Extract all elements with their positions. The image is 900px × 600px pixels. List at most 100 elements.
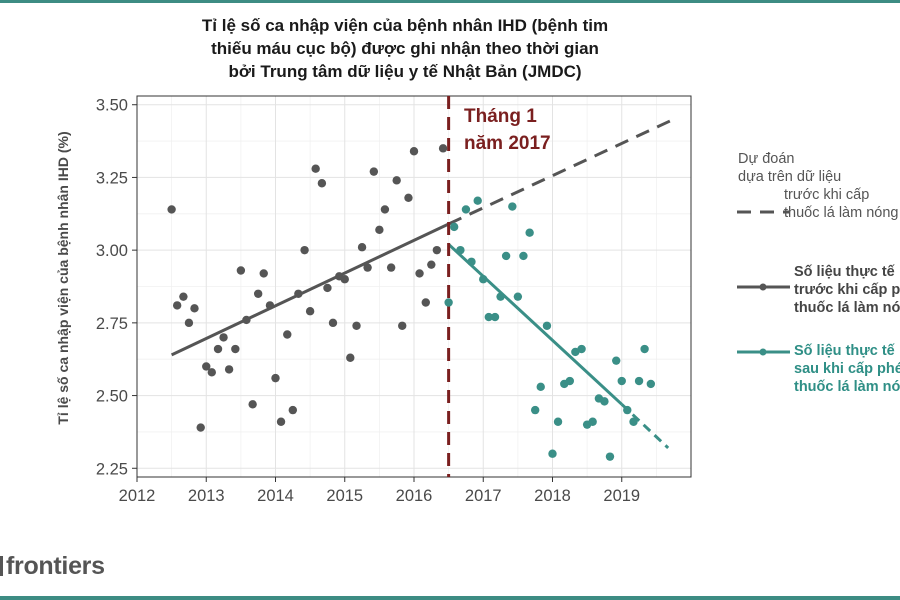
legend-actual-before-line-2: trước khi cấp phép [794,282,900,298]
after-point [461,205,471,214]
before-point [184,318,194,328]
before-point [328,318,338,328]
after-point [542,321,552,330]
after-point [600,397,609,406]
legend-predicted-line-1: Dự đoán [738,151,795,167]
after-point [548,449,557,458]
legend-actual-after: Số liệu thực tế sau khi cấp phép thuốc l… [738,342,900,396]
before-point [276,417,286,426]
before-point [421,298,430,307]
after-point [449,222,459,232]
after-point [467,257,476,266]
before-point [265,301,275,310]
trend-after-line [447,243,623,406]
x-tick-label: 2017 [465,487,502,505]
before-point [294,289,303,298]
before-point [392,176,401,185]
x-tick-label: 2012 [119,487,156,505]
after-point [629,417,638,426]
before-point [242,315,251,325]
x-tick-label: 2018 [534,487,571,505]
before-point [305,307,315,316]
before-point [323,283,332,293]
before-point [404,193,413,202]
legend-key-actual-before-point [759,283,767,291]
after-point [501,251,511,261]
after-point [577,344,586,354]
y-tick-label: 3.50 [96,97,128,115]
before-point [409,147,419,156]
before-point [380,205,390,214]
chart-title-line-3: bởi Trung tâm dữ liệu y tế Nhật Bản (JMD… [228,62,582,81]
before-point [207,368,216,377]
before-point [311,164,320,173]
chart-title: Tỉ lệ số ca nhập viện của bệnh nhân IHD … [145,14,665,83]
legend-predicted-line-2: dựa trên dữ liệu [738,169,842,185]
y-tick-label: 2.25 [96,460,128,478]
after-point [623,405,632,415]
after-point [565,376,575,386]
before-point [300,245,309,255]
after-point [525,228,534,237]
chart-title-line-2: thiếu máu cục bộ) được ghi nhận theo thờ… [211,39,599,58]
data-marks [167,96,675,477]
before-point [179,292,188,301]
chart-title-line-1: Tỉ lệ số ca nhập viện của bệnh nhân IHD … [201,16,609,35]
trend-after-extension-line [620,403,670,450]
legend-actual-before: Số liệu thực tế trước khi cấp phép thuốc… [738,263,900,317]
legend-predicted-line-4: thuốc lá làm nóng [784,205,899,221]
after-point [496,292,505,301]
after-point [519,251,528,261]
before-point [231,344,240,354]
y-tick-label: 3.25 [96,169,128,187]
bottom-accent-rule [0,596,900,600]
legend-actual-after-line-2: sau khi cấp phép [794,361,900,377]
intervention-label-line-1: Tháng 1 [464,106,537,127]
legend-actual-before-line-3: thuốc lá làm nóng [794,300,900,316]
before-point [224,365,234,374]
after-point [508,202,517,211]
trend-predicted-line [447,117,675,226]
before-point [432,245,442,255]
after-point [513,292,523,301]
before-point [202,362,211,371]
before-point [340,275,349,284]
before-point [190,304,199,313]
before-point [259,269,268,278]
before-point [398,321,407,330]
after-point [553,417,563,426]
legend-predicted-line-3: trước khi cấp [784,187,870,203]
y-tick-label: 2.50 [96,388,128,406]
intervention-label-line-2: năm 2017 [464,133,551,154]
before-point [357,243,367,252]
after-point [588,417,597,426]
trend-before-line [170,222,450,357]
x-tick-label: 2013 [188,487,225,505]
before-point [288,405,298,415]
x-tick-label: 2014 [257,487,294,505]
before-point [427,260,436,269]
before-point [369,167,379,176]
x-tick-label: 2015 [326,487,363,505]
before-point [352,321,361,330]
x-tick-label: 2016 [396,487,433,505]
after-point [484,312,493,322]
after-point [617,376,626,386]
after-point [456,245,465,255]
after-point [473,196,482,205]
legend-keys [737,210,790,356]
after-point [646,379,656,389]
logo-text: frontiers [6,552,105,580]
x-tick-label: 2019 [603,487,640,505]
before-point [438,144,448,153]
legend-predicted: Dự đoán dựa trên dữ liệu trước khi cấp t… [738,150,900,222]
after-point [634,376,644,386]
after-point [444,298,453,307]
legend-key-actual-after-point [759,348,767,356]
before-point [386,263,396,272]
logo-mark-icon [0,556,3,576]
before-point [172,301,182,310]
before-point [415,269,424,278]
after-point [530,405,540,415]
